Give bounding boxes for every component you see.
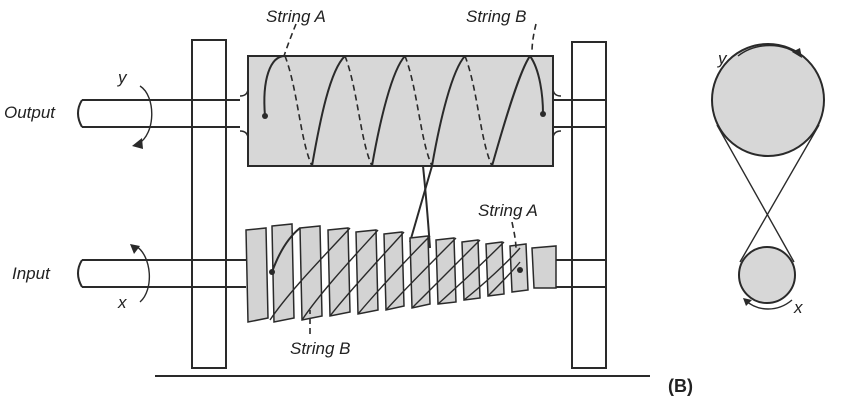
input-rotation-arrow-icon [130, 244, 151, 303]
input-x-label: x [117, 293, 127, 312]
small-pulley [738, 246, 796, 304]
callout-string-b-top [531, 23, 537, 53]
input-shaft [77, 259, 606, 288]
large-pulley [711, 43, 825, 157]
string-b-top-label: String B [466, 7, 526, 26]
callout-string-a-bottom [511, 221, 517, 251]
output-rotation-arrow-icon [132, 85, 153, 149]
output-shaft [77, 99, 606, 128]
string-b-bottom-label: String B [290, 339, 350, 358]
output-y-label: y [117, 68, 128, 87]
string-a-top-label: String A [266, 7, 326, 26]
panel-label: (B) [668, 376, 693, 396]
input-label: Input [12, 264, 51, 283]
input-cone-string [269, 227, 523, 321]
left-frame-post [191, 39, 227, 369]
callout-string-a-top [283, 23, 297, 57]
pulley-y-label: y [717, 49, 728, 68]
connecting-strings [409, 165, 433, 249]
input-cone-drum [245, 223, 557, 323]
output-drum-string [262, 55, 546, 167]
string-a-bottom-label: String A [478, 201, 538, 220]
output-label: Output [4, 103, 56, 122]
pulley-x-label: x [793, 298, 803, 317]
pulley-diagram [711, 43, 825, 310]
output-drum [247, 55, 554, 167]
right-frame-post [571, 41, 607, 369]
